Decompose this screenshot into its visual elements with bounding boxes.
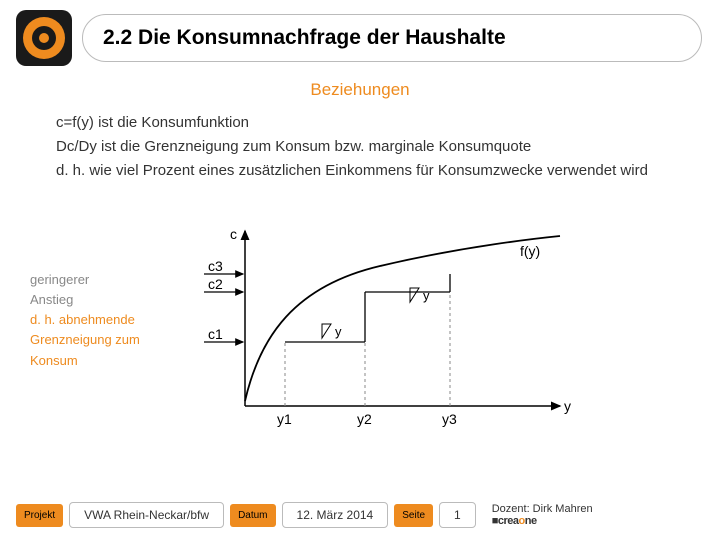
page-title: 2.2 Die Konsumnachfrage der Haushalte — [82, 14, 702, 62]
dozent-label: Dozent: Dirk Mahren — [492, 503, 593, 515]
subtitle: Beziehungen — [0, 80, 720, 100]
projekt-field: VWA Rhein-Neckar/bfw — [69, 502, 224, 528]
body-line-1: c=f(y) ist die Konsumfunktion — [56, 112, 690, 134]
svg-text:f(y): f(y) — [520, 243, 540, 259]
body-line-2: Dc/Dy ist die Grenzneigung zum Konsum bz… — [56, 136, 690, 158]
svg-text:c: c — [230, 226, 237, 242]
body-line-3: d. h. wie viel Prozent eines zusätzliche… — [56, 160, 690, 182]
side-orange-3: Konsum — [30, 351, 195, 371]
side-gray-1: geringerer — [30, 270, 195, 290]
svg-text:c3: c3 — [208, 258, 223, 274]
svg-text:y: y — [564, 398, 571, 414]
projekt-chip: Projekt — [16, 504, 63, 527]
svg-text:y3: y3 — [442, 411, 457, 427]
side-orange-1: d. h. abnehmende — [30, 310, 195, 330]
body-text: c=f(y) ist die Konsumfunktion Dc/Dy ist … — [56, 112, 690, 183]
consumption-chart: c y f(y) y1 y2 y3 c1 c2 c3 y y — [200, 226, 590, 456]
brand-logo — [16, 10, 72, 66]
svg-text:y2: y2 — [357, 411, 372, 427]
svg-text:y1: y1 — [277, 411, 292, 427]
side-note: geringerer Anstieg d. h. abnehmende Gren… — [30, 270, 195, 371]
svg-text:c2: c2 — [208, 276, 223, 292]
seite-chip: Seite — [394, 504, 433, 527]
svg-text:y: y — [335, 324, 342, 339]
side-gray-2: Anstieg — [30, 290, 195, 310]
side-orange-2: Grenzneigung zum — [30, 330, 195, 350]
svg-text:c1: c1 — [208, 326, 223, 342]
svg-text:y: y — [423, 288, 430, 303]
datum-field: 12. März 2014 — [282, 502, 389, 528]
dozent-block: Dozent: Dirk Mahren ■creaone — [492, 503, 593, 527]
mini-logo: ■creaone — [492, 515, 537, 527]
footer-bar: Projekt VWA Rhein-Neckar/bfw Datum 12. M… — [16, 500, 708, 530]
datum-chip: Datum — [230, 504, 275, 527]
seite-field: 1 — [439, 502, 476, 528]
